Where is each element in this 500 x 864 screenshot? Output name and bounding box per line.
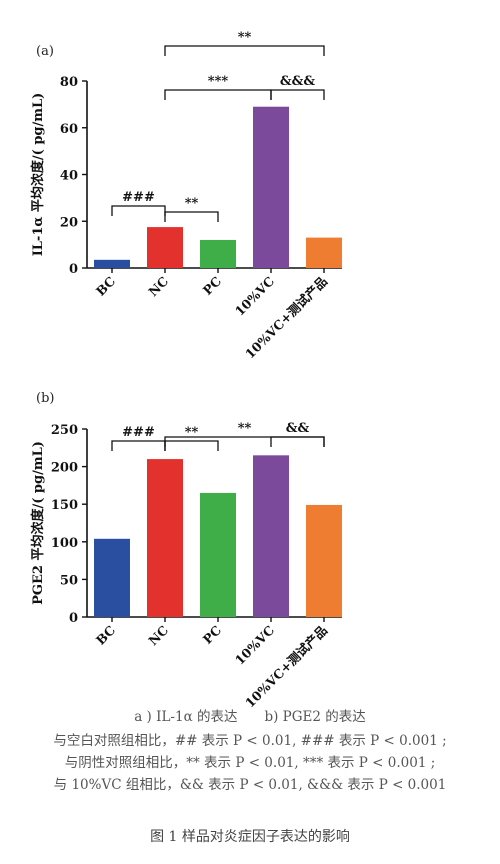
panel-a-significance-label: ### bbox=[122, 190, 155, 205]
panel-b-significance-bracket bbox=[164, 436, 325, 447]
panel-a-y-tick-label: 80 bbox=[60, 75, 78, 90]
panel-a-significance-label: ** bbox=[238, 30, 252, 45]
panel-b-y-axis-label: PGE2 平均浓度/( pg/mL) bbox=[30, 441, 46, 605]
panel-b-significance-label: ### bbox=[122, 425, 155, 440]
panel-b-y-tick-label: 200 bbox=[51, 461, 78, 476]
panel-b-y-tick-label: 100 bbox=[51, 536, 78, 551]
panel-b-significance-bracket bbox=[270, 436, 325, 447]
panel-b-x-tick-label: BC bbox=[93, 622, 118, 647]
sub-caption-line: a ) IL-1α 的表达 b) PGE2 的表达 bbox=[134, 709, 366, 725]
panel-a-y-axis-label: IL-1α 平均浓度/( pg/mL) bbox=[30, 93, 46, 257]
panel-a-y-tick-label: 0 bbox=[69, 262, 78, 277]
panel-a-significance-bracket bbox=[164, 211, 219, 222]
panel-b-bar-3 bbox=[253, 455, 289, 617]
panel-b-x-tick-label: PC bbox=[200, 622, 224, 646]
panel-b-bar-0 bbox=[94, 538, 130, 617]
panel-b-x-tick-label: 10%VC bbox=[232, 622, 277, 667]
panel-a-significance-label: *** bbox=[208, 74, 229, 89]
panel-b-significance-label: ** bbox=[238, 421, 252, 436]
panel-a-significance-label: ** bbox=[185, 196, 199, 211]
panel-a-y-tick-label: 60 bbox=[60, 122, 78, 137]
panel-a-x-tick-label: BC bbox=[93, 273, 118, 298]
panel-b-bar-4 bbox=[306, 504, 342, 617]
panel-a-significance-bracket bbox=[111, 205, 166, 216]
panel-b-significance-label: && bbox=[286, 421, 310, 436]
panel-a-y-tick-label: 40 bbox=[60, 169, 78, 184]
panel-a-bar-0 bbox=[94, 259, 130, 268]
panel-a-significance-bracket bbox=[164, 89, 272, 100]
panel-a-label: (a) bbox=[36, 44, 54, 59]
panel-b-x-tick-label: NC bbox=[145, 622, 171, 648]
panel-b-significance-bracket bbox=[111, 440, 166, 451]
panel-b-bar-2 bbox=[200, 492, 236, 617]
panel-b-y-tick-label: 250 bbox=[51, 423, 78, 438]
panel-a-y-tick-label: 20 bbox=[60, 215, 78, 230]
note-line-vc-group: 与 10%VC 组相比，&& 表示 P < 0.01, &&& 表示 P < 0… bbox=[53, 777, 447, 793]
panel-a-x-tick-label: 10%VC bbox=[232, 273, 277, 318]
panel-a-significance-label: &&& bbox=[280, 74, 315, 89]
panel-a-bar-3 bbox=[253, 106, 289, 269]
panel-a-x-tick-label: PC bbox=[200, 273, 224, 297]
panel-b-significance-label: ** bbox=[185, 425, 199, 440]
panel-b-bar-1 bbox=[147, 459, 183, 617]
figure-title: 图 1 样品对炎症因子表达的影响 bbox=[150, 829, 350, 845]
panel-a-significance-bracket bbox=[164, 45, 325, 56]
note-line-negative-control: 与阴性对照组相比，** 表示 P < 0.01, *** 表示 P < 0.00… bbox=[64, 755, 436, 771]
panel-b-label: (b) bbox=[36, 391, 54, 406]
panel-b-significance-bracket bbox=[164, 440, 219, 451]
panel-b-y-tick-label: 50 bbox=[60, 573, 78, 588]
panel-b-y-tick-label: 0 bbox=[69, 611, 78, 626]
panel-a-x-tick-label: NC bbox=[145, 273, 171, 299]
note-line-blank-control: 与空白对照组相比，## 表示 P < 0.01, ### 表示 P < 0.00… bbox=[53, 733, 447, 749]
significance-notes: 与空白对照组相比，## 表示 P < 0.01, ### 表示 P < 0.00… bbox=[0, 730, 500, 796]
panel-a-bar-1 bbox=[147, 227, 183, 268]
panel-a-bar-4 bbox=[306, 237, 342, 268]
panel-a-bar-2 bbox=[200, 239, 236, 268]
panel-b-y-tick-label: 150 bbox=[51, 498, 78, 513]
sub-captions: a ) IL-1α 的表达 b) PGE2 的表达 bbox=[0, 706, 500, 728]
panel-a-significance-bracket bbox=[270, 89, 325, 100]
